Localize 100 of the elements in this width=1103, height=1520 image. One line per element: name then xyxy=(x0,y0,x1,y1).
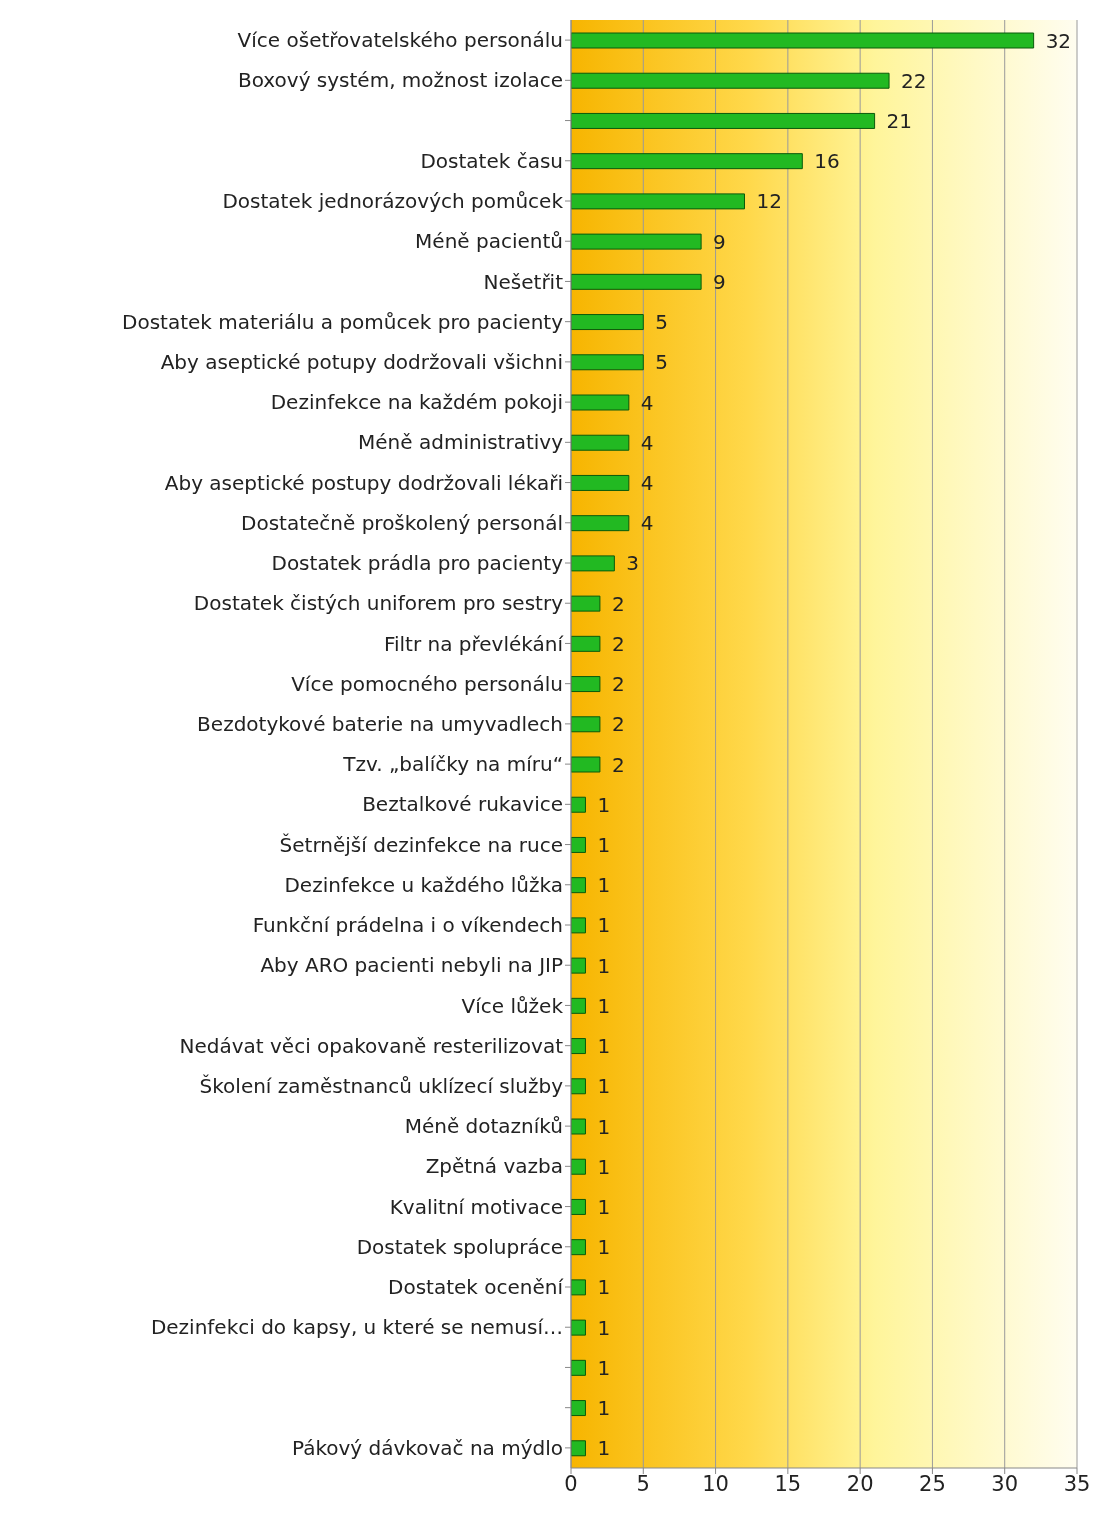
bar xyxy=(571,434,630,451)
bar xyxy=(571,354,644,371)
bar xyxy=(571,997,586,1014)
y-tick-label: Méně pacientů xyxy=(415,229,563,254)
bar xyxy=(571,474,630,491)
bar xyxy=(571,1440,586,1457)
data-label: 32 xyxy=(1045,28,1072,53)
bar xyxy=(571,1400,586,1417)
x-tick-label: 20 xyxy=(846,1471,874,1496)
y-tick-label: Tzv. „balíčky na míru“ xyxy=(342,752,563,777)
data-label: 1 xyxy=(597,1235,611,1260)
y-tick-label: Funkční prádelna i o víkendech xyxy=(252,913,563,938)
bar xyxy=(571,1078,586,1095)
data-label: 4 xyxy=(640,390,654,415)
data-label: 2 xyxy=(611,712,625,737)
data-label: 5 xyxy=(655,350,669,375)
x-tick-label: 15 xyxy=(774,1471,802,1496)
bar xyxy=(571,555,615,572)
y-tick-label: Dezinfekce u každého lůžka xyxy=(284,872,563,897)
y-tick-label: Dostatečně proškolený personál xyxy=(241,510,563,535)
data-label: 2 xyxy=(611,672,625,697)
y-tick-label: Bezdotykové baterie na umyvadlech xyxy=(197,711,563,736)
bar xyxy=(571,836,586,853)
bar xyxy=(571,72,890,89)
y-tick-label: Dostatek čistých uniforem pro sestry xyxy=(193,591,564,616)
data-label: 4 xyxy=(640,430,654,455)
x-tick-label: 5 xyxy=(636,1471,650,1496)
data-label: 1 xyxy=(597,1275,611,1300)
bar xyxy=(571,394,630,411)
bar xyxy=(571,595,601,612)
bar xyxy=(571,756,601,773)
data-label: 1 xyxy=(597,1114,611,1139)
bar xyxy=(571,716,601,733)
data-label: 1 xyxy=(597,1195,611,1220)
data-label: 1 xyxy=(597,1074,611,1099)
bar xyxy=(571,1279,586,1296)
y-tick-label: Více pomocného personálu xyxy=(291,671,563,696)
data-label: 5 xyxy=(655,310,669,335)
data-label: 3 xyxy=(626,551,640,576)
y-tick-label: Školení zaměstnanců uklízecí služby xyxy=(199,1073,564,1098)
y-tick-label: Méně dotazníků xyxy=(404,1114,563,1139)
bar xyxy=(571,796,586,813)
bar xyxy=(571,193,745,210)
data-label: 1 xyxy=(597,1355,611,1380)
data-label: 1 xyxy=(597,913,611,938)
data-label: 1 xyxy=(597,1034,611,1059)
bar xyxy=(571,515,630,532)
y-tick-label: Aby aseptické potupy dodržovali všichni xyxy=(160,349,563,374)
bar xyxy=(571,314,644,331)
y-tick-label: Kvalitní motivace xyxy=(389,1194,563,1219)
data-label: 1 xyxy=(597,833,611,858)
bar xyxy=(571,1158,586,1175)
data-label: 1 xyxy=(597,1315,611,1340)
bar xyxy=(571,1359,586,1376)
data-label: 1 xyxy=(597,1436,611,1461)
y-tick-label: Dostatek ocenění xyxy=(388,1275,565,1300)
bar xyxy=(571,32,1035,49)
y-tick-label: Nešetřit xyxy=(483,269,564,294)
bar xyxy=(571,1038,586,1055)
data-label: 16 xyxy=(814,149,840,174)
bar xyxy=(571,273,702,290)
data-label: 21 xyxy=(886,109,913,134)
bar xyxy=(571,1118,586,1135)
y-tick-label: Více ošetřovatelského personálu xyxy=(237,28,563,53)
y-tick-label: Dostatek prádla pro pacienty xyxy=(271,551,564,576)
bar xyxy=(571,1198,586,1215)
x-tick-label: 30 xyxy=(991,1471,1019,1496)
y-tick-label: Dostatek spolupráce xyxy=(356,1234,563,1259)
data-label: 22 xyxy=(901,68,927,93)
bar xyxy=(571,877,586,894)
bar xyxy=(571,153,803,170)
bar xyxy=(571,233,702,250)
y-tick-label: Pákový dávkovač na mýdlo xyxy=(292,1435,563,1460)
y-tick-label: Zpětná vazba xyxy=(425,1154,563,1179)
data-label: 4 xyxy=(640,471,654,496)
y-tick-label: Aby aseptické postupy dodržovali lékaři xyxy=(164,470,563,495)
y-tick-label: Více lůžek xyxy=(461,993,564,1018)
data-label: 1 xyxy=(597,1396,611,1421)
data-label: 2 xyxy=(611,631,625,656)
data-label: 2 xyxy=(611,591,625,616)
data-label: 1 xyxy=(597,953,611,978)
data-label: 9 xyxy=(713,229,726,254)
data-label: 1 xyxy=(597,873,611,898)
bar xyxy=(571,635,601,652)
y-tick-label: Aby ARO pacienti nebyli na JIP xyxy=(260,953,563,978)
y-tick-label: Filtr na převlékání xyxy=(383,631,565,656)
data-label: 4 xyxy=(640,511,654,536)
x-tick-label: 10 xyxy=(702,1471,729,1496)
y-tick-label: Dostatek materiálu a pomůcek pro pacienty xyxy=(122,309,564,334)
data-label: 2 xyxy=(611,752,625,777)
y-tick-label: Dezinfekce na každém pokoji xyxy=(270,390,563,415)
bar xyxy=(571,917,586,934)
y-tick-label: Nedávat věci opakovaně resterilizovat xyxy=(179,1033,564,1058)
data-label: 1 xyxy=(597,1154,611,1179)
data-label: 12 xyxy=(756,189,782,214)
bar xyxy=(571,676,601,693)
data-label: 1 xyxy=(597,792,611,817)
data-label: 1 xyxy=(597,993,611,1018)
y-tick-label: Šetrnější dezinfekce na ruce xyxy=(279,832,563,857)
y-tick-label: Beztalkové rukavice xyxy=(362,792,563,817)
